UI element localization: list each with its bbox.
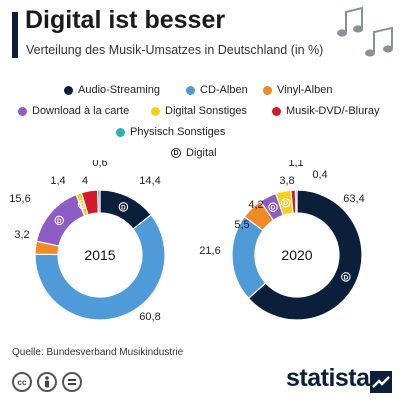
legend-swatch bbox=[116, 127, 125, 137]
no-derivatives-icon bbox=[62, 372, 82, 392]
digital-marker bbox=[341, 272, 351, 282]
data-label: 3,2 bbox=[14, 229, 29, 241]
legend-item-audio-streaming: Audio-Streaming bbox=[64, 84, 160, 96]
digital-marker bbox=[54, 215, 64, 226]
data-label: 60,8 bbox=[139, 311, 160, 323]
digital-marker-letter: D bbox=[57, 218, 62, 225]
data-label: 21,6 bbox=[199, 245, 220, 257]
donut-slice-2020-physisch-sonstiges bbox=[294, 189, 298, 214]
data-label: 0,6 bbox=[92, 160, 107, 169]
data-label: 1,1 bbox=[288, 160, 303, 169]
legend-swatch bbox=[272, 106, 281, 116]
digital-marker-letter: D bbox=[121, 204, 126, 211]
digital-marker bbox=[118, 202, 129, 212]
data-label: 4,2 bbox=[248, 199, 263, 211]
legend-swatch bbox=[64, 85, 73, 95]
digital-marker-letter: D bbox=[80, 202, 85, 209]
legend-digital-marker: D Digital bbox=[171, 147, 217, 159]
legend-swatch bbox=[18, 106, 27, 116]
donut-slice-2020-audio-streaming bbox=[247, 189, 363, 321]
digital-marker bbox=[268, 202, 278, 212]
donut-charts: D 14,4 60,8 3,2 D 15,6 D 1,4 4 0,6 2015 D 63,4 21,6 5,… bbox=[9, 160, 364, 323]
digital-marker-icon: D bbox=[171, 148, 181, 158]
donut-slice-2015-cd-alben bbox=[34, 213, 166, 321]
attribution-icon bbox=[37, 372, 57, 392]
data-label: 4 bbox=[82, 175, 88, 187]
donut-year-label: 2020 bbox=[281, 247, 312, 263]
statista-logo-mark bbox=[370, 371, 392, 393]
digital-marker-letter: D bbox=[343, 274, 348, 281]
legend-item-digital-sonstiges: Digital Sonstiges bbox=[151, 105, 247, 117]
data-label: 5,5 bbox=[234, 219, 249, 231]
chart-title: Digital ist besser bbox=[25, 6, 226, 34]
data-label: 0,4 bbox=[312, 169, 327, 181]
legend-swatch bbox=[263, 85, 272, 95]
data-label: 63,4 bbox=[343, 193, 364, 205]
chart-subtitle: Verteilung des Musik-Umsatzes in Deutsch… bbox=[26, 43, 324, 57]
data-label: 14,4 bbox=[139, 175, 160, 187]
data-label: 3,8 bbox=[279, 175, 294, 187]
legend-swatch bbox=[186, 85, 195, 95]
data-label: 15,6 bbox=[9, 193, 30, 205]
statista-logo: statista bbox=[286, 364, 370, 392]
title-accent-bar bbox=[12, 12, 18, 58]
digital-marker-letter: D bbox=[271, 205, 276, 212]
legend-item-physisch-sonstiges: Physisch Sonstiges bbox=[116, 126, 225, 138]
legend-swatch bbox=[151, 106, 160, 116]
donut-year-label: 2015 bbox=[84, 247, 115, 263]
donut-slice-2015-physisch-sonstiges bbox=[96, 189, 101, 214]
chart-legend: Audio-Streaming CD-Alben Vinyl-Alben Dow… bbox=[0, 80, 405, 166]
creative-commons-icon: cc bbox=[12, 372, 32, 392]
digital-marker bbox=[280, 197, 291, 208]
music-notes-icon bbox=[337, 6, 393, 57]
digital-marker-letter: D bbox=[283, 200, 288, 207]
source-note: Quelle: Bundesverband Musikindustrie bbox=[12, 347, 184, 358]
legend-item-download: Download à la carte bbox=[18, 105, 129, 117]
legend-item-cd-alben: CD-Alben bbox=[186, 84, 248, 96]
data-label: 1,4 bbox=[50, 175, 65, 187]
legend-item-vinyl-alben: Vinyl-Alben bbox=[263, 84, 332, 96]
legend-item-musik-dvd: Musik-DVD/-Bluray bbox=[272, 105, 380, 117]
